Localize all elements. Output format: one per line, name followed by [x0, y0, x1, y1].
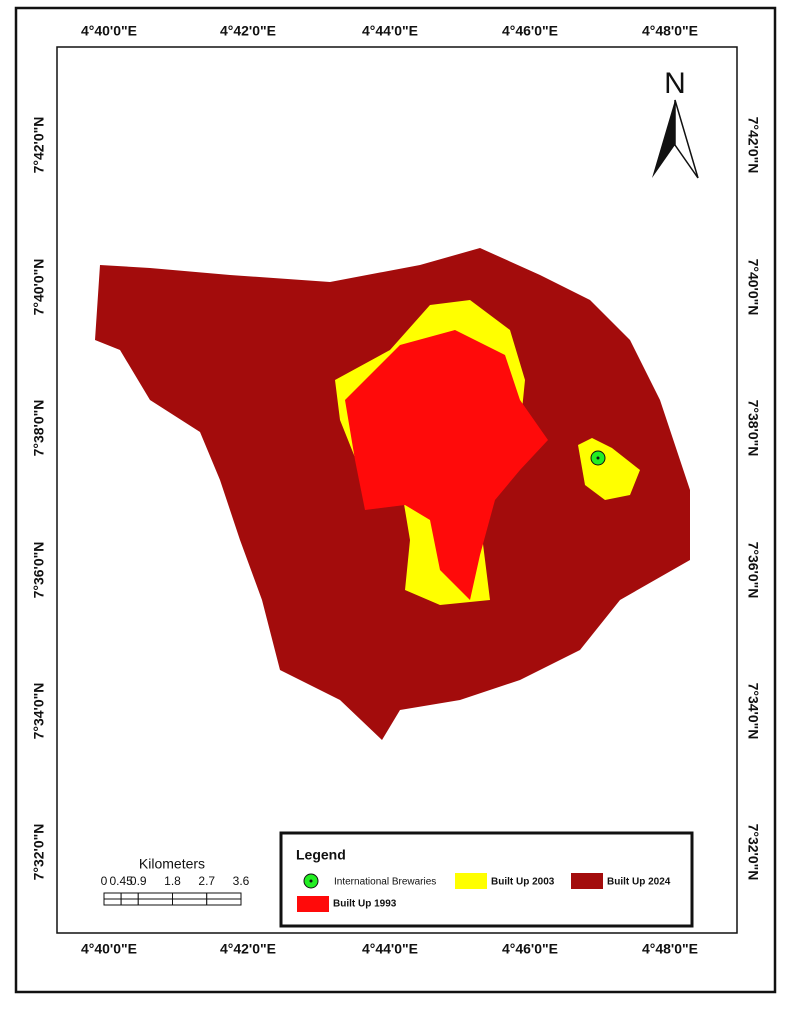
scale-tick-label: 0	[101, 874, 108, 888]
latitude-label: 7°34'0"N	[31, 683, 47, 740]
longitude-label: 4°42'0"E	[220, 23, 276, 39]
longitude-label: 4°44'0"E	[362, 23, 418, 39]
legend-label: International Brewaries	[334, 877, 436, 888]
latitude-label: 7°42'0"N	[745, 117, 761, 174]
legend-label: Built Up 2024	[607, 877, 671, 888]
scale-tick-label: 1.8	[164, 874, 181, 888]
latitude-label: 7°32'0"N	[745, 824, 761, 881]
scale-tick-label: 2.7	[198, 874, 215, 888]
longitude-label: 4°48'0"E	[642, 941, 698, 957]
longitude-label: 4°48'0"E	[642, 23, 698, 39]
legend-title: Legend	[296, 847, 346, 863]
scale-segment	[206, 892, 242, 900]
latitude-label: 7°38'0"N	[745, 400, 761, 457]
longitude-label: 4°40'0"E	[81, 941, 137, 957]
longitude-label: 4°46'0"E	[502, 941, 558, 957]
longitude-label: 4°42'0"E	[220, 941, 276, 957]
latitude-label: 7°36'0"N	[745, 542, 761, 599]
latitude-label: 7°38'0"N	[31, 400, 47, 457]
legend-label: Built Up 1993	[333, 899, 397, 910]
scale-title: Kilometers	[139, 856, 205, 872]
scale-segment	[172, 892, 208, 900]
latitude-label: 7°34'0"N	[745, 683, 761, 740]
legend-swatch	[571, 873, 603, 889]
scale-tick-label: 3.6	[233, 874, 250, 888]
longitude-label: 4°46'0"E	[502, 23, 558, 39]
north-label: N	[664, 67, 686, 100]
latitude-label: 7°42'0"N	[31, 117, 47, 174]
scale-segment	[137, 898, 173, 906]
land-use	[95, 248, 690, 740]
scale-segment	[120, 898, 139, 906]
legend-swatch	[297, 896, 329, 912]
scale-segment	[172, 898, 208, 906]
longitude-label: 4°44'0"E	[362, 941, 418, 957]
latitude-label: 7°36'0"N	[31, 542, 47, 599]
scale-segment	[103, 892, 122, 900]
scale-tick-label: 0.45	[109, 874, 133, 888]
north-arrow	[652, 99, 699, 179]
longitude-label: 4°40'0"E	[81, 23, 137, 39]
legend-swatch-dot	[309, 879, 313, 883]
latitude-label: 7°40'0"N	[745, 259, 761, 316]
legend-swatch	[455, 873, 487, 889]
built-up-1993-area	[345, 330, 548, 600]
scale-segment	[206, 898, 242, 906]
scale-bar: Kilometers 0 0.450.9 1.8 2.7 3.6	[101, 856, 250, 906]
latitude-label: 7°40'0"N	[31, 259, 47, 316]
scale-segment	[137, 892, 173, 900]
legend-label: Built Up 2003	[491, 877, 555, 888]
scale-segment	[103, 898, 122, 906]
scale-segment	[120, 892, 139, 900]
latitude-label: 7°32'0"N	[31, 824, 47, 881]
scale-tick-label: 0.9	[130, 874, 147, 888]
brewery-marker-dot	[596, 456, 600, 460]
